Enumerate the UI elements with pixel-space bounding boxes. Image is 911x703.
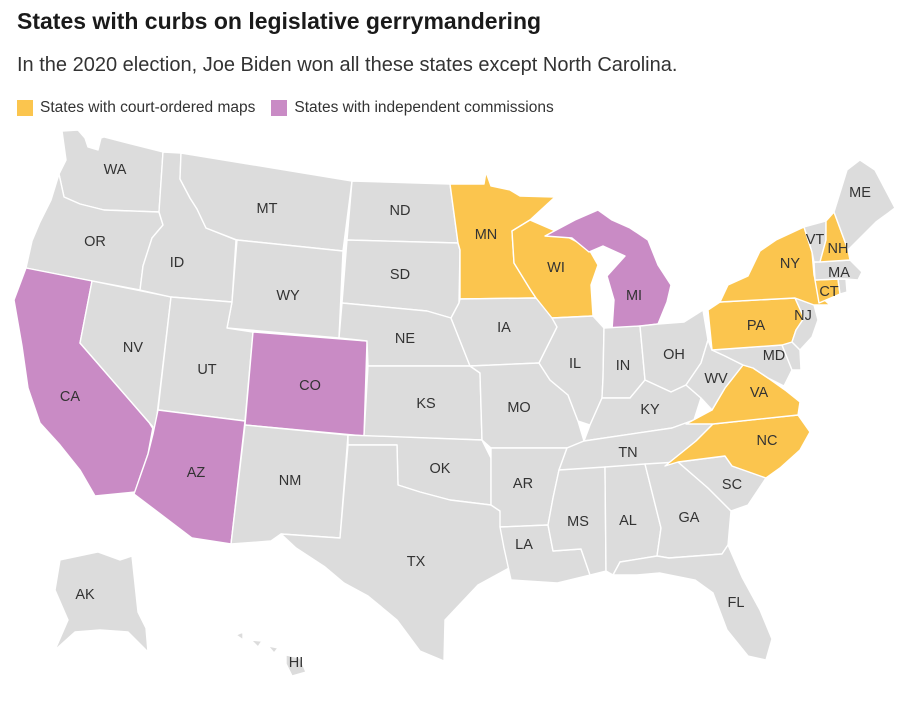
- legend-label-court: States with court-ordered maps: [40, 99, 256, 116]
- state-me: [833, 159, 896, 251]
- legend-label-commission: States with independent commissions: [294, 99, 554, 116]
- state-label-nc: NC: [757, 433, 778, 449]
- state-label-va: VA: [750, 385, 769, 401]
- state-label-ak: AK: [75, 587, 95, 603]
- state-mi: [544, 209, 672, 331]
- state-label-hi: HI: [289, 655, 304, 671]
- state-label-nv: NV: [123, 340, 143, 356]
- state-label-vt: VT: [806, 232, 825, 248]
- state-label-ks: KS: [416, 396, 435, 412]
- state-label-ia: IA: [497, 320, 511, 336]
- state-label-nd: ND: [390, 203, 411, 219]
- state-label-wi: WI: [547, 260, 565, 276]
- state-label-in: IN: [616, 358, 631, 374]
- state-label-nm: NM: [279, 473, 302, 489]
- state-label-wa: WA: [104, 162, 127, 178]
- state-label-ca: CA: [60, 389, 80, 405]
- state-shapes: [13, 129, 896, 677]
- state-label-wy: WY: [276, 288, 300, 304]
- state-label-ny: NY: [780, 256, 800, 272]
- state-hi: [235, 631, 307, 677]
- legend-item-commission: States with independent commissions: [271, 99, 554, 117]
- state-label-sc: SC: [722, 477, 742, 493]
- state-label-wv: WV: [704, 371, 728, 387]
- state-label-tx: TX: [407, 554, 426, 570]
- state-label-ar: AR: [513, 476, 533, 492]
- state-label-ga: GA: [679, 510, 700, 526]
- state-mt: [179, 152, 353, 252]
- state-label-ma: MA: [828, 265, 850, 281]
- state-ma: [813, 259, 863, 281]
- map-title: States with curbs on legislative gerryma…: [17, 8, 542, 34]
- state-label-ms: MS: [567, 514, 589, 530]
- state-label-mt: MT: [257, 201, 278, 217]
- state-label-al: AL: [619, 513, 637, 529]
- state-label-co: CO: [299, 378, 321, 394]
- state-fl: [612, 544, 773, 661]
- state-label-pa: PA: [747, 318, 766, 334]
- state-label-il: IL: [569, 356, 581, 372]
- state-ri: [837, 278, 848, 295]
- legend-item-court: States with court-ordered maps: [17, 99, 255, 117]
- legend-swatch-commission: [271, 100, 288, 116]
- state-label-az: AZ: [187, 465, 206, 481]
- state-tx: [280, 444, 512, 662]
- state-nc: [664, 414, 811, 479]
- state-labels: WA OR CA NV ID MT WY UT AZ CO NM ND SD NE KS OK TX MN IA MO…: [60, 162, 871, 671]
- state-label-tn: TN: [618, 445, 637, 461]
- legend-swatch-court: [17, 100, 33, 116]
- state-label-me: ME: [849, 185, 871, 201]
- state-label-sd: SD: [390, 267, 410, 283]
- state-label-ct: CT: [819, 284, 838, 300]
- state-label-la: LA: [515, 537, 533, 553]
- map-subtitle: In the 2020 election, Joe Biden won all …: [17, 54, 678, 76]
- state-label-or: OR: [84, 234, 106, 250]
- state-label-nh: NH: [828, 241, 849, 257]
- state-label-ut: UT: [197, 362, 216, 378]
- state-label-fl: FL: [728, 595, 745, 611]
- state-label-mi: MI: [626, 288, 642, 304]
- state-label-ky: KY: [640, 402, 660, 418]
- state-label-mn: MN: [475, 227, 498, 243]
- us-state-map: WA OR CA NV ID MT WY UT AZ CO NM ND SD NE KS OK TX MN IA MO…: [13, 129, 896, 677]
- state-label-ok: OK: [430, 461, 451, 477]
- state-label-nj: NJ: [794, 308, 812, 324]
- state-label-mo: MO: [507, 400, 530, 416]
- state-ak: [54, 551, 149, 653]
- state-label-md: MD: [763, 348, 786, 364]
- map-legend: States with court-ordered maps States wi…: [17, 99, 570, 117]
- state-label-ne: NE: [395, 331, 415, 347]
- state-label-id: ID: [170, 255, 185, 271]
- state-label-oh: OH: [663, 347, 685, 363]
- state-wy: [226, 239, 344, 339]
- state-nj: [791, 297, 819, 351]
